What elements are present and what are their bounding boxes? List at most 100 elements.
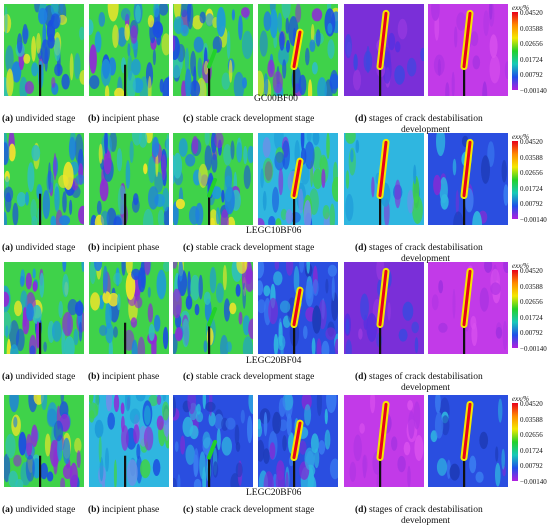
strain-map-row4-panel4: [258, 395, 338, 487]
strain-map-row4-panel3: [173, 395, 253, 487]
strain-map-row1-panel6: [428, 4, 508, 96]
caption-text: incipient phase: [99, 114, 160, 124]
panel-caption: (b) incipient phase: [88, 372, 159, 383]
panel-caption: (d) stages of crack destabilisation devel…: [355, 243, 483, 265]
strain-map-row2-panel4: [258, 133, 338, 225]
strain-map-row2-panel6: [428, 133, 508, 225]
panel-caption: (b) incipient phase: [88, 114, 159, 125]
strain-map-row3-panel1: [4, 262, 84, 354]
caption-text: incipient phase: [99, 372, 160, 382]
strain-map-row1-panel3: [173, 4, 253, 96]
strain-map-row4-panel1: [4, 395, 84, 487]
caption-letter: (b): [88, 114, 100, 124]
colorbar-tick-label: 0.00792: [520, 329, 543, 338]
caption-text: stable crack development stage: [193, 243, 315, 253]
specimen-label: LEGC20BF06: [246, 488, 302, 498]
caption-letter: (b): [88, 243, 100, 253]
caption-line2: development: [401, 254, 451, 264]
colorbar-title: exx/%: [512, 262, 530, 270]
colorbar-tick-label: 0.04520: [520, 400, 543, 408]
caption-letter: (c): [183, 505, 194, 515]
caption-text: incipient phase: [99, 243, 160, 253]
caption-text: stable crack development stage: [193, 505, 315, 515]
strain-map-row2-panel1: [4, 133, 84, 225]
caption-line2: development: [401, 516, 451, 526]
strain-map-row1-panel1: [4, 4, 84, 96]
colorbar-title: exx/%: [512, 395, 530, 403]
caption-letter: (c): [183, 243, 194, 253]
colorbar: [512, 12, 518, 90]
panel-caption: (a) undivided stage: [2, 505, 75, 516]
panel-caption: (c) stable crack development stage: [183, 243, 314, 254]
colorbar-tick-label: 0.00792: [520, 462, 543, 471]
caption-text: undivided stage: [13, 505, 76, 515]
colorbar-title: exx/%: [512, 4, 530, 12]
specimen-label: LEGC10BF06: [246, 226, 302, 236]
caption-text: stages of crack destabilisation: [366, 505, 483, 515]
caption-letter: (d): [355, 372, 367, 382]
colorbar-tick-label: 0.04520: [520, 267, 543, 275]
specimen-label: GC00BF00: [254, 94, 298, 104]
caption-line2: development: [401, 383, 451, 393]
colorbar: [512, 270, 518, 348]
colorbar-tick-label: 0.03588: [520, 153, 543, 162]
colorbar-tick-label: −0.00140: [520, 478, 547, 486]
colorbar-tick-label: 0.02656: [520, 169, 543, 178]
strain-map-row2-panel5: [344, 133, 424, 225]
strain-map-row4-panel5: [344, 395, 424, 487]
specimen-label: LEGC20BF04: [246, 356, 302, 366]
colorbar-tick-label: −0.00140: [520, 345, 547, 353]
panel-caption: (d) stages of crack destabilisation devel…: [355, 114, 483, 136]
colorbar-tick-label: 0.02656: [520, 40, 543, 49]
panel-caption: (d) stages of crack destabilisation devel…: [355, 505, 483, 527]
panel-caption: (a) undivided stage: [2, 243, 75, 254]
colorbar-title: exx/%: [512, 133, 530, 141]
caption-line2: development: [401, 125, 451, 135]
caption-text: stable crack development stage: [193, 372, 315, 382]
caption-text: undivided stage: [13, 114, 76, 124]
caption-text: stages of crack destabilisation: [366, 372, 483, 382]
panel-caption: (c) stable crack development stage: [183, 372, 314, 383]
strain-map-row4-panel6: [428, 395, 508, 487]
strain-map-row1-panel4: [258, 4, 338, 96]
colorbar-tick-label: 0.02656: [520, 431, 543, 440]
strain-map-row1-panel2: [89, 4, 169, 96]
colorbar-tick-label: −0.00140: [520, 87, 547, 95]
caption-text: undivided stage: [13, 372, 76, 382]
strain-map-row3-panel5: [344, 262, 424, 354]
caption-text: stages of crack destabilisation: [366, 114, 483, 124]
strain-map-row3-panel6: [428, 262, 508, 354]
caption-text: undivided stage: [13, 243, 76, 253]
colorbar-tick-label: 0.02656: [520, 298, 543, 307]
caption-letter: (d): [355, 243, 367, 253]
panel-caption: (a) undivided stage: [2, 372, 75, 383]
caption-text: incipient phase: [99, 505, 160, 515]
panel-caption: (d) stages of crack destabilisation devel…: [355, 372, 483, 394]
colorbar-tick-label: 0.04520: [520, 138, 543, 146]
colorbar-tick-label: 0.01724: [520, 184, 543, 193]
panel-caption: (b) incipient phase: [88, 505, 159, 516]
caption-letter: (b): [88, 505, 100, 515]
colorbar-tick-label: 0.00792: [520, 200, 543, 209]
colorbar-tick-label: 0.03588: [520, 415, 543, 424]
caption-letter: (c): [183, 372, 194, 382]
colorbar-tick-label: 0.03588: [520, 24, 543, 33]
strain-map-row1-panel5: [344, 4, 424, 96]
caption-letter: (d): [355, 114, 367, 124]
caption-letter: (c): [183, 114, 194, 124]
caption-letter: (b): [88, 372, 100, 382]
colorbar-tick-label: 0.01724: [520, 55, 543, 64]
caption-letter: (d): [355, 505, 367, 515]
panel-caption: (a) undivided stage: [2, 114, 75, 125]
strain-map-row3-panel3: [173, 262, 253, 354]
colorbar-tick-label: 0.04520: [520, 9, 543, 17]
caption-letter: (a): [2, 505, 14, 515]
caption-letter: (a): [2, 243, 14, 253]
colorbar-tick-label: 0.01724: [520, 446, 543, 455]
panel-caption: (c) stable crack development stage: [183, 505, 314, 516]
colorbar-tick-label: 0.03588: [520, 282, 543, 291]
caption-text: stable crack development stage: [193, 114, 315, 124]
panel-caption: (b) incipient phase: [88, 243, 159, 254]
strain-map-row2-panel3: [173, 133, 253, 225]
colorbar-tick-label: 0.01724: [520, 313, 543, 322]
